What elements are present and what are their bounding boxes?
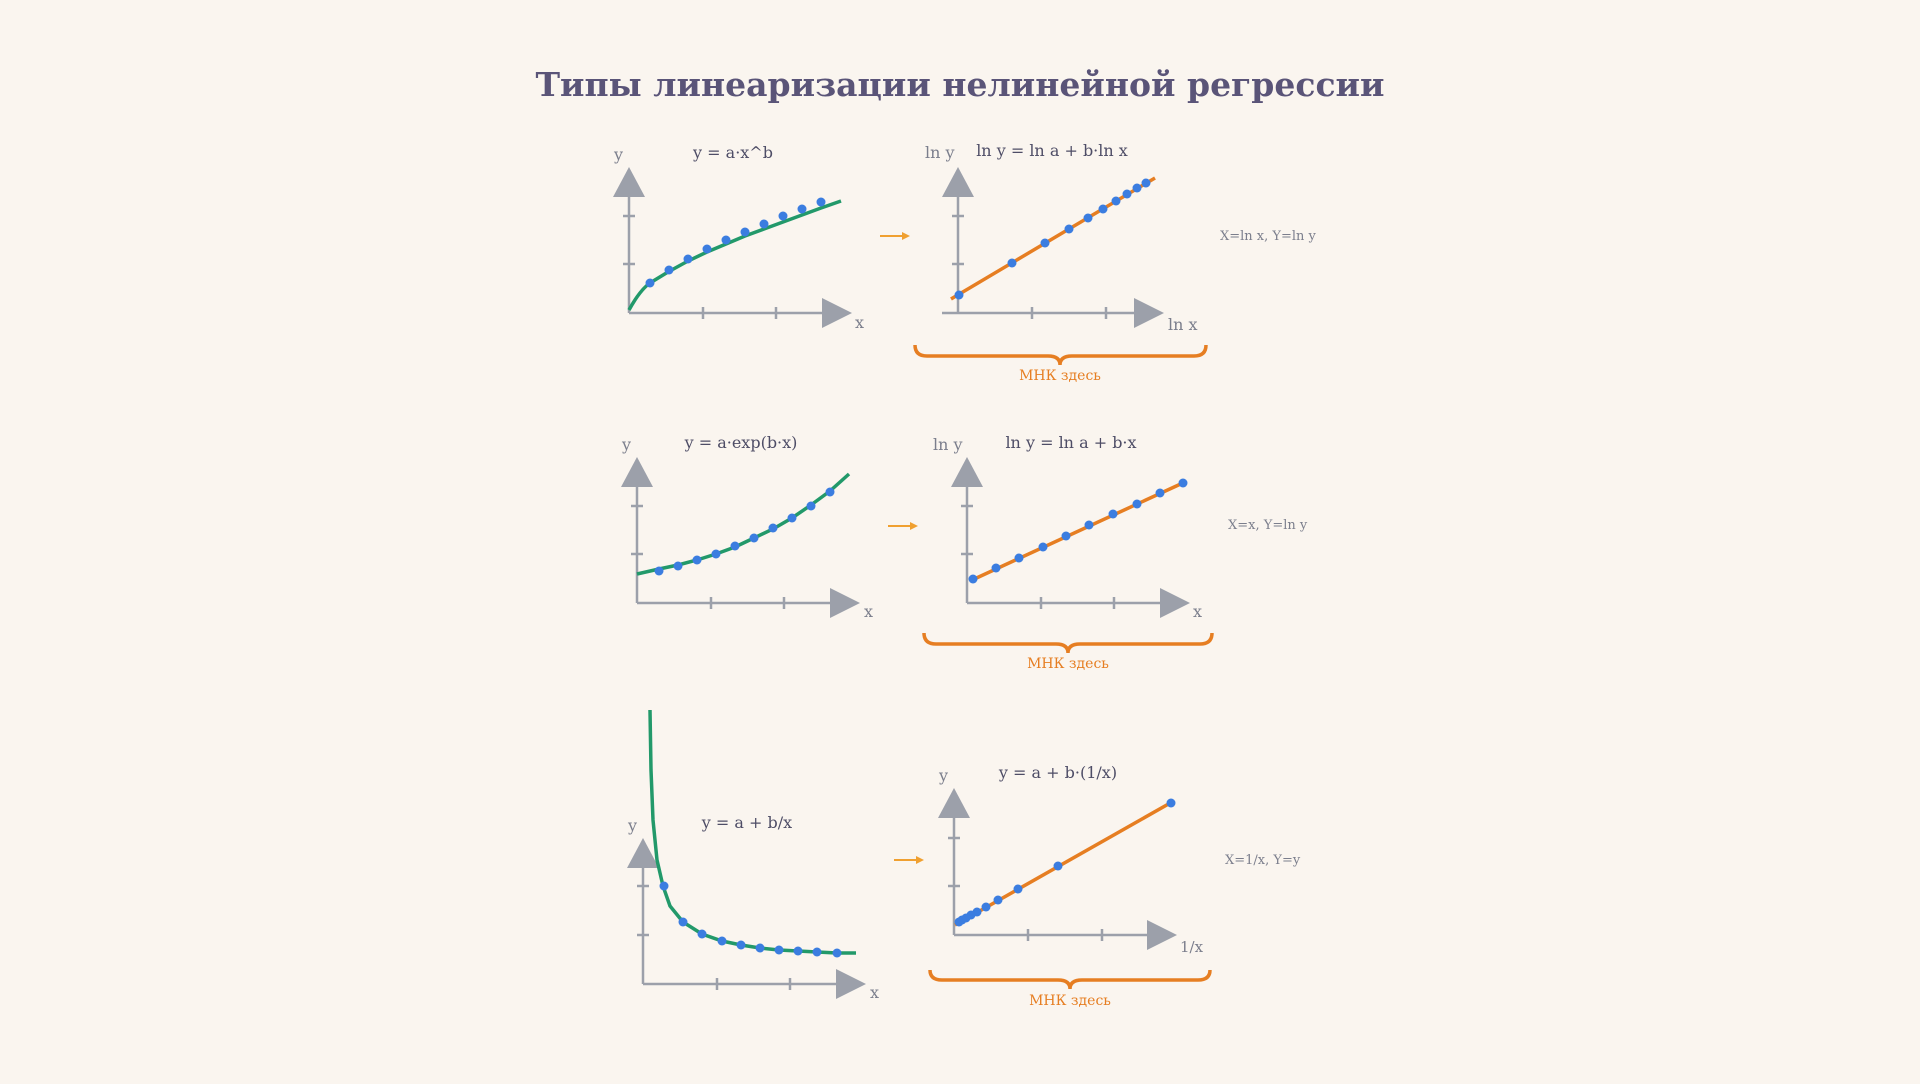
y-axis-label: y [613,145,623,164]
x-axis-arrowhead [1147,920,1177,950]
data-points [659,881,842,958]
right-axes [942,195,1138,319]
regression-line [950,176,1156,301]
least-squares-brace [928,969,1212,990]
nonlinear-curve [636,472,851,576]
y-axis-label: ln y [933,435,963,454]
x-axis-arrowhead [1134,298,1164,328]
transform-arrow [880,232,910,240]
linearized-formula: ln y = ln a + b·x [1005,433,1136,452]
x-axis-label: x [1193,602,1202,621]
row-power-left-panel: x y y = a·x^b [613,143,864,332]
row-power-right-panel: ln x ln y ln y = ln a + b·ln x X=ln x, Y… [925,141,1317,334]
row-hyperbolic: x y y = a + b/x [627,709,1301,1009]
y-axis-arrowhead [951,457,983,487]
y-axis-label: y [627,816,637,835]
y-axis-label: y [938,766,948,785]
data-points [654,487,835,576]
least-squares-label: МНК здесь [1029,993,1111,1009]
transform-arrow [894,856,924,864]
row-exponential-left-panel: x y y = a·exp(b·x) [621,433,873,621]
variable-substitution: X=ln x, Y=ln y [1220,229,1317,244]
right-axes [948,816,1152,941]
x-axis-arrowhead [822,298,852,328]
nonlinear-curve [648,709,856,955]
data-points [968,478,1188,584]
least-squares-brace [913,344,1208,366]
x-axis-arrowhead [1160,588,1190,618]
y-axis-arrowhead [627,838,659,868]
source-formula: y = a·x^b [692,143,773,162]
regression-line [969,480,1186,583]
row-hyperbolic-right-panel: 1/x y y = a + b·(1/x) X=1/x, Y=y [938,763,1301,956]
left-axes [623,195,826,319]
x-axis-label: ln x [1168,315,1198,334]
regression-line [954,800,1173,927]
transform-arrow [888,522,918,530]
linearized-formula: ln y = ln a + b·ln x [976,141,1128,160]
variable-substitution: X=x, Y=ln y [1228,518,1308,533]
row-exponential: x y y = a·exp(b·x) [621,433,1308,672]
source-formula: y = a + b/x [701,813,792,832]
x-axis-label: x [870,983,879,1002]
left-axes [631,485,834,609]
row-hyperbolic-left-panel: x y y = a + b/x [627,709,879,1002]
nonlinear-curve [627,199,842,311]
source-formula: y = a·exp(b·x) [684,433,798,452]
data-points [954,798,1176,927]
least-squares-label: МНК здесь [1027,656,1109,672]
linearized-formula: y = a + b·(1/x) [998,763,1117,782]
page-title: Типы линеаризации нелинейной регрессии [536,65,1385,104]
x-axis-label: x [864,602,873,621]
y-axis-arrowhead [613,167,645,197]
row-exponential-right-panel: x ln y ln y = ln a + b·x X=x, Y=ln y [933,433,1308,621]
least-squares-label: МНК здесь [1019,368,1101,384]
least-squares-brace [922,632,1214,654]
right-axes [961,485,1166,609]
y-axis-arrowhead [942,167,974,197]
left-axes [637,866,840,990]
y-axis-arrowhead [621,457,653,487]
data-points [645,197,826,288]
y-axis-arrowhead [938,788,970,818]
x-axis-label: x [855,313,864,332]
x-axis-label: 1/x [1180,938,1204,956]
y-axis-label: y [621,435,631,454]
x-axis-arrowhead [830,588,860,618]
row-power: x y y = a·x^b [613,141,1317,384]
data-points [954,178,1151,300]
variable-substitution: X=1/x, Y=y [1225,853,1301,868]
x-axis-arrowhead [836,969,866,999]
y-axis-label: ln y [925,143,955,162]
